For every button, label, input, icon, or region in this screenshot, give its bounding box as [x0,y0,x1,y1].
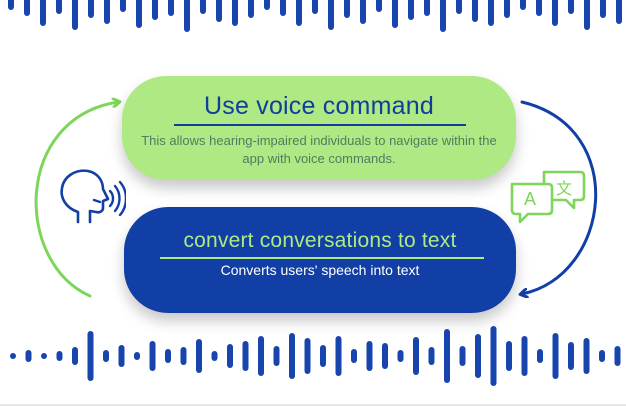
wave-bar [568,0,574,14]
wave-bar [8,0,14,10]
wave-bar [88,0,94,18]
speech-to-text-description: Converts users' speech into text [220,262,420,278]
wave-bar [614,346,621,366]
wave-bar [296,0,302,26]
translate-letter-wen: 文 [556,179,573,198]
wave-bar [397,350,404,362]
wave-bar [56,0,62,14]
wave-bar [211,351,218,361]
sound-wave-top [8,0,622,32]
wave-bar [472,0,478,22]
wave-bar [568,342,574,370]
wave-bar [382,343,388,369]
wave-bar [537,349,543,363]
wave-bar [328,0,334,30]
wave-bar [440,0,446,32]
wave-bar [149,341,156,371]
wave-bar [258,336,264,376]
wave-bar [428,347,435,365]
wave-bar [232,0,238,26]
wave-bar [180,347,187,365]
wave-bar [24,0,30,16]
wave-bar [273,346,280,366]
wave-bar [41,353,47,359]
wave-bar [242,341,249,371]
wave-bar [521,336,528,376]
wave-bar [227,344,233,368]
wave-bar [506,341,512,371]
wave-bar [344,0,350,18]
wave-bar [475,334,481,378]
wave-bar [504,0,510,18]
wave-bar [490,326,497,386]
wave-bar [600,0,606,18]
wave-bar [335,336,342,376]
voice-command-description: This allows hearing-impaired individuals… [141,133,497,166]
wave-bar [552,333,559,379]
page-bottom-divider [0,404,626,406]
speech-to-text-title: convert conversations to text [183,229,457,252]
translate-icon: A 文 [508,168,588,226]
wave-bar [616,0,622,24]
wave-bar [264,0,270,10]
wave-bar [72,0,78,30]
speech-to-text-card: convert conversations to text Converts u… [124,207,516,313]
wave-bar [248,0,254,18]
wave-bar [40,0,46,26]
wave-bar [184,0,190,32]
wave-bar [118,345,125,367]
voice-command-underline [174,124,466,126]
wave-bar [280,0,286,16]
voice-command-card: Use voice command This allows hearing-im… [122,76,516,180]
wave-bar [413,337,419,375]
wave-bar [10,353,16,359]
wave-bar [360,0,366,24]
wave-bar [351,349,357,363]
wave-bar [520,0,526,10]
wave-bar [488,0,494,26]
wave-bar [168,0,174,16]
wave-bar [87,331,94,381]
wave-bar [583,338,590,374]
wave-bar [25,350,32,362]
wave-bar [56,351,63,361]
voice-command-title: Use voice command [204,92,434,120]
wave-bar [424,0,430,16]
wave-bar [444,329,450,383]
wave-bar [136,0,142,28]
wave-bar [289,333,295,379]
wave-bar [104,0,110,24]
wave-bar [459,346,466,366]
wave-bar [152,0,158,20]
speech-to-text-underline [160,257,484,259]
wave-bar [366,341,373,371]
wave-bar [312,0,318,14]
speaking-head-icon [60,169,126,224]
translate-letter-a: A [524,189,537,209]
wave-bar [196,339,202,373]
wave-bar [134,352,140,360]
wave-bar [392,0,398,28]
wave-bar [304,338,311,374]
wave-bar [165,349,171,363]
wave-bar [320,345,326,367]
wave-bar [408,0,414,20]
wave-bar [584,0,590,30]
wave-bar [120,0,126,12]
translate-bubbles-icon [510,170,586,224]
sound-wave-bottom [10,326,621,386]
wave-bar [72,347,78,365]
wave-bar [200,0,206,14]
wave-bar [103,350,109,362]
wave-bar [376,0,382,12]
wave-bar [599,350,605,362]
wave-bar [456,0,462,14]
wave-bar [216,0,222,22]
wave-bar [536,0,542,16]
wave-bar [552,0,558,26]
